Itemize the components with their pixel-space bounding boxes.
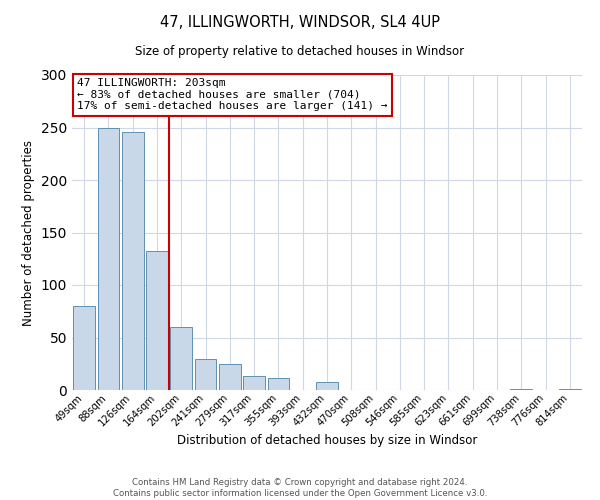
Text: Size of property relative to detached houses in Windsor: Size of property relative to detached ho… bbox=[136, 45, 464, 58]
Bar bbox=[97, 128, 119, 390]
Bar bbox=[73, 306, 95, 390]
Text: 47, ILLINGWORTH, WINDSOR, SL4 4UP: 47, ILLINGWORTH, WINDSOR, SL4 4UP bbox=[160, 15, 440, 30]
Bar bbox=[194, 358, 217, 390]
Text: 47 ILLINGWORTH: 203sqm
← 83% of detached houses are smaller (704)
17% of semi-de: 47 ILLINGWORTH: 203sqm ← 83% of detached… bbox=[77, 78, 388, 112]
Bar bbox=[268, 378, 289, 390]
Bar bbox=[122, 132, 143, 390]
Bar bbox=[219, 364, 241, 390]
X-axis label: Distribution of detached houses by size in Windsor: Distribution of detached houses by size … bbox=[177, 434, 477, 447]
Bar bbox=[559, 389, 581, 390]
Y-axis label: Number of detached properties: Number of detached properties bbox=[22, 140, 35, 326]
Bar bbox=[243, 376, 265, 390]
Bar bbox=[511, 389, 532, 390]
Bar bbox=[316, 382, 338, 390]
Text: Contains HM Land Registry data © Crown copyright and database right 2024.
Contai: Contains HM Land Registry data © Crown c… bbox=[113, 478, 487, 498]
Bar bbox=[146, 252, 168, 390]
Bar bbox=[170, 327, 192, 390]
